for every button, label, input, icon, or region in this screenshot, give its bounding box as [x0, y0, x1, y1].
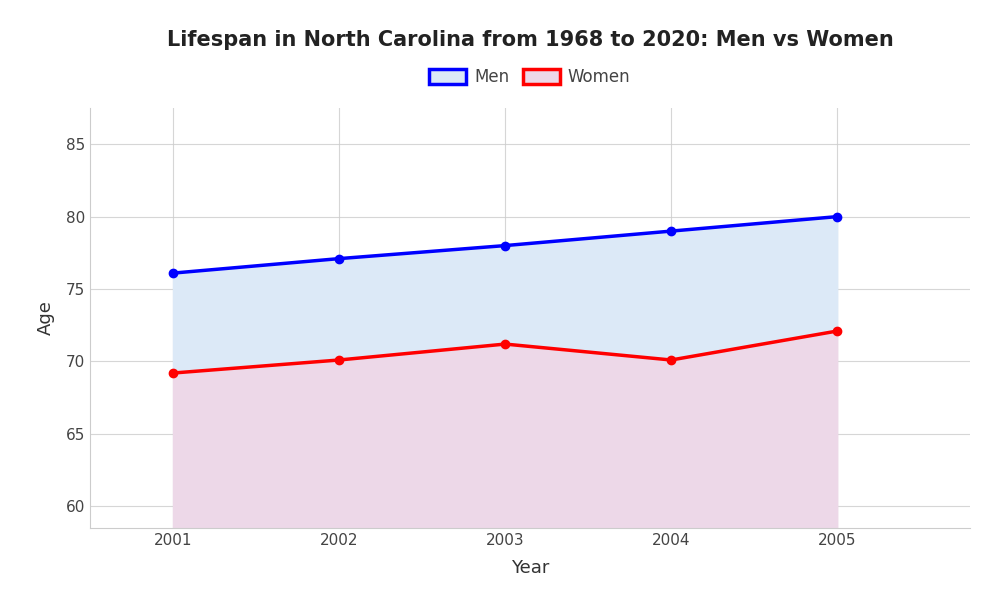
- Women: [499, 340, 511, 347]
- Y-axis label: Age: Age: [37, 301, 55, 335]
- Line: Men: Men: [169, 212, 841, 277]
- Men: [831, 213, 843, 220]
- Women: [831, 328, 843, 335]
- Women: [333, 356, 345, 364]
- Men: [333, 255, 345, 262]
- X-axis label: Year: Year: [511, 559, 549, 577]
- Men: [499, 242, 511, 249]
- Men: [665, 227, 677, 235]
- Line: Women: Women: [169, 327, 841, 377]
- Men: [167, 269, 179, 277]
- Legend: Men, Women: Men, Women: [423, 62, 637, 93]
- Title: Lifespan in North Carolina from 1968 to 2020: Men vs Women: Lifespan in North Carolina from 1968 to …: [167, 29, 893, 49]
- Women: [665, 356, 677, 364]
- Women: [167, 370, 179, 377]
